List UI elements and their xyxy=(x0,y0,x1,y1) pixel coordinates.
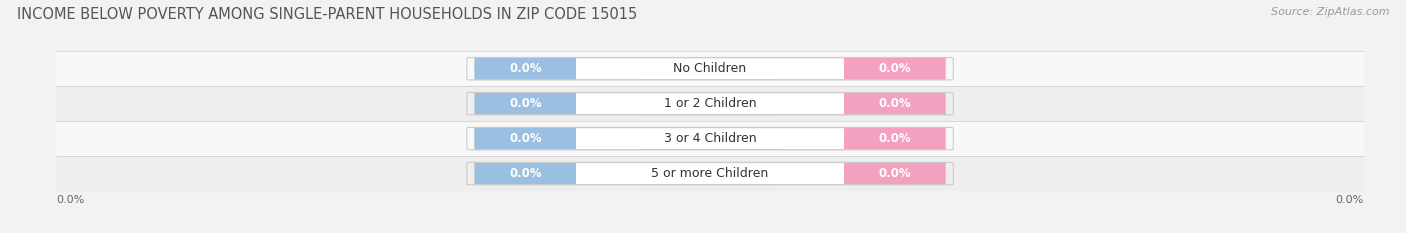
Text: 0.0%: 0.0% xyxy=(879,97,911,110)
Bar xyxy=(56,121,1364,156)
FancyBboxPatch shape xyxy=(475,58,779,80)
Text: 0.0%: 0.0% xyxy=(879,62,911,75)
Text: 0.0%: 0.0% xyxy=(879,167,911,180)
Text: 0.0%: 0.0% xyxy=(879,132,911,145)
FancyBboxPatch shape xyxy=(641,58,945,80)
FancyBboxPatch shape xyxy=(576,163,844,184)
FancyBboxPatch shape xyxy=(475,128,779,150)
FancyBboxPatch shape xyxy=(475,93,779,115)
Text: Source: ZipAtlas.com: Source: ZipAtlas.com xyxy=(1271,7,1389,17)
FancyBboxPatch shape xyxy=(475,163,945,185)
FancyBboxPatch shape xyxy=(641,128,945,150)
FancyBboxPatch shape xyxy=(475,163,779,185)
Text: 0.0%: 0.0% xyxy=(509,97,541,110)
Bar xyxy=(56,86,1364,121)
FancyBboxPatch shape xyxy=(576,128,844,149)
Text: 0.0%: 0.0% xyxy=(509,62,541,75)
FancyBboxPatch shape xyxy=(576,93,844,114)
Text: 3 or 4 Children: 3 or 4 Children xyxy=(664,132,756,145)
FancyBboxPatch shape xyxy=(641,93,945,115)
Bar xyxy=(56,156,1364,191)
Text: 0.0%: 0.0% xyxy=(56,195,84,205)
Bar xyxy=(56,51,1364,86)
Text: No Children: No Children xyxy=(673,62,747,75)
FancyBboxPatch shape xyxy=(475,128,945,150)
FancyBboxPatch shape xyxy=(475,58,945,80)
FancyBboxPatch shape xyxy=(576,58,844,79)
Text: 0.0%: 0.0% xyxy=(509,132,541,145)
Text: 5 or more Children: 5 or more Children xyxy=(651,167,769,180)
Text: 0.0%: 0.0% xyxy=(1336,195,1364,205)
Text: 1 or 2 Children: 1 or 2 Children xyxy=(664,97,756,110)
Text: INCOME BELOW POVERTY AMONG SINGLE-PARENT HOUSEHOLDS IN ZIP CODE 15015: INCOME BELOW POVERTY AMONG SINGLE-PARENT… xyxy=(17,7,637,22)
Text: 0.0%: 0.0% xyxy=(509,167,541,180)
FancyBboxPatch shape xyxy=(475,93,945,115)
FancyBboxPatch shape xyxy=(641,163,945,185)
